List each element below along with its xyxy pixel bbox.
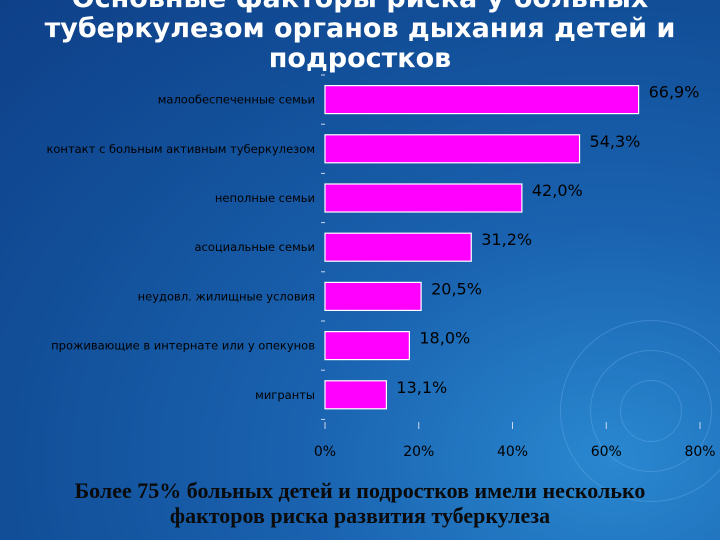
slide-title: Основные факторы риска у больных туберку… bbox=[0, 0, 720, 74]
category-label: неудовл. жилищные условия bbox=[138, 289, 315, 303]
value-label: 13,1% bbox=[396, 378, 447, 397]
value-label: 66,9% bbox=[649, 83, 700, 102]
value-label: 18,0% bbox=[419, 329, 470, 348]
x-tick-label: 40% bbox=[497, 444, 528, 460]
slide-footer: Более 75% больных детей и подростков име… bbox=[0, 478, 720, 528]
category-label: асоциальные семьи bbox=[194, 240, 315, 254]
bar-chart: малообеспеченные семьи 66,9% контакт с бол… bbox=[46, 74, 716, 460]
category-label: неполные семьи bbox=[215, 191, 315, 205]
ripple-decoration bbox=[590, 350, 712, 472]
ripple-decoration bbox=[620, 380, 682, 442]
bar bbox=[324, 232, 472, 262]
bar bbox=[324, 134, 581, 164]
value-label: 54,3% bbox=[590, 132, 641, 151]
x-tick-label: 0% bbox=[314, 444, 336, 460]
value-label: 42,0% bbox=[532, 181, 583, 200]
bar bbox=[324, 380, 388, 410]
category-label: контакт с больным активным туберкулезом bbox=[46, 142, 315, 156]
title-line-2: туберкулезом органов дыхания детей и bbox=[44, 13, 676, 44]
value-label: 31,2% bbox=[481, 230, 532, 249]
category-label: мигранты bbox=[255, 388, 315, 402]
bar bbox=[324, 331, 410, 361]
x-tick-label: 20% bbox=[403, 444, 434, 460]
title-line-3: подростков bbox=[268, 43, 452, 74]
footer-line-2: факторов риска развития туберкулеза bbox=[169, 503, 551, 528]
title-line-1: Основные факторы риска у больных bbox=[0, 0, 720, 14]
footer-line-1: Более 75% больных детей и подростков име… bbox=[74, 478, 646, 503]
bar bbox=[324, 281, 422, 311]
category-label: малообеспеченные семьи bbox=[158, 93, 315, 107]
bar bbox=[324, 183, 523, 213]
bar bbox=[324, 84, 640, 115]
x-tick-label: 80% bbox=[684, 444, 715, 460]
value-label: 20,5% bbox=[431, 279, 482, 298]
category-label: проживающие в интернате или у опекунов bbox=[51, 339, 315, 353]
x-tick-label: 60% bbox=[591, 444, 622, 460]
